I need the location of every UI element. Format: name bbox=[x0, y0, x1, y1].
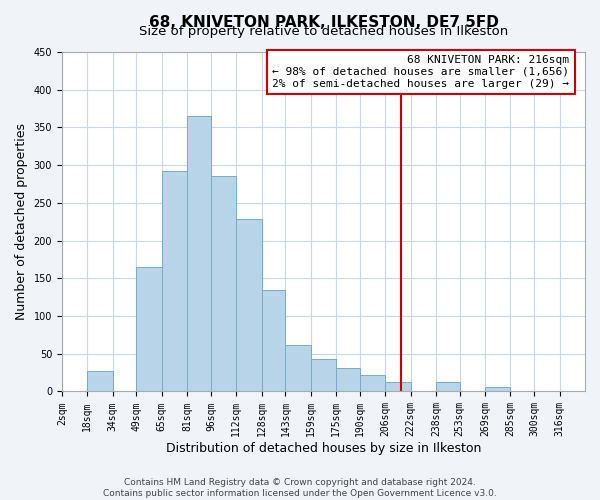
Bar bbox=[336, 368, 360, 392]
Bar bbox=[286, 344, 311, 392]
Bar bbox=[485, 387, 511, 392]
Title: 68, KNIVETON PARK, ILKESTON, DE7 5FD: 68, KNIVETON PARK, ILKESTON, DE7 5FD bbox=[149, 15, 499, 30]
Bar bbox=[436, 382, 460, 392]
X-axis label: Distribution of detached houses by size in Ilkeston: Distribution of detached houses by size … bbox=[166, 442, 481, 455]
Text: Size of property relative to detached houses in Ilkeston: Size of property relative to detached ho… bbox=[139, 26, 508, 38]
Bar bbox=[385, 382, 410, 392]
Bar bbox=[311, 359, 336, 392]
Text: Contains HM Land Registry data © Crown copyright and database right 2024.
Contai: Contains HM Land Registry data © Crown c… bbox=[103, 478, 497, 498]
Bar bbox=[136, 267, 162, 392]
Bar bbox=[360, 375, 385, 392]
Bar bbox=[87, 371, 113, 392]
Bar bbox=[211, 176, 236, 392]
Bar bbox=[262, 290, 286, 392]
Y-axis label: Number of detached properties: Number of detached properties bbox=[15, 123, 28, 320]
Text: 68 KNIVETON PARK: 216sqm
← 98% of detached houses are smaller (1,656)
2% of semi: 68 KNIVETON PARK: 216sqm ← 98% of detach… bbox=[272, 56, 569, 88]
Bar bbox=[187, 116, 211, 392]
Bar bbox=[162, 171, 187, 392]
Bar bbox=[236, 220, 262, 392]
